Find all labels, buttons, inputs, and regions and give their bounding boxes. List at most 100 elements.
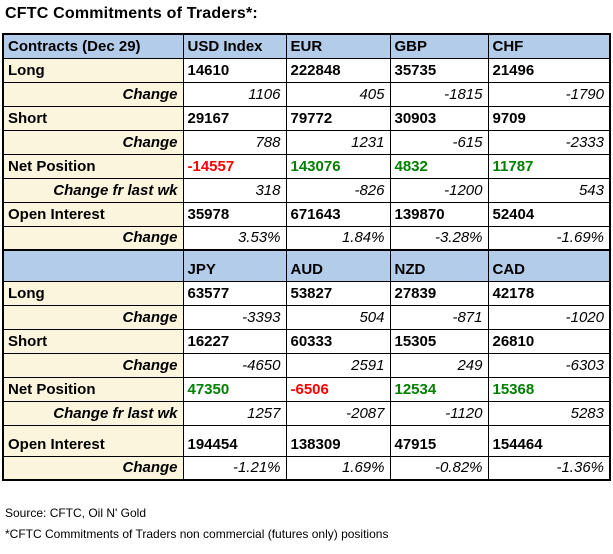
table-row: Short 16227 60333 15305 26810 <box>2 328 611 354</box>
cell-value: -1815 <box>389 81 489 107</box>
cell-value: -1120 <box>389 400 489 426</box>
table-row: Change 3.53% 1.84% -3.28% -1.69% <box>2 225 611 251</box>
cell-value: 5283 <box>487 400 611 426</box>
cell-value: 15368 <box>487 376 611 402</box>
cell-value: 1.84% <box>285 225 391 251</box>
cell-value: 788 <box>182 129 287 155</box>
cell-value: 53827 <box>285 280 391 306</box>
cell-value: 2591 <box>285 352 391 378</box>
cell-value: 12534 <box>389 376 489 402</box>
cell-value: 143076 <box>285 153 391 179</box>
table-row: Change fr last wk 1257 -2087 -1120 5283 <box>2 400 611 426</box>
cell-value: 15305 <box>389 328 489 354</box>
cell-value: 1.69% <box>285 455 391 481</box>
row-label: Change <box>2 81 184 107</box>
cell-value: 60333 <box>285 328 391 354</box>
cell-value: -2333 <box>487 129 611 155</box>
cot-table: Contracts (Dec 29) USD Index EUR GBP CHF Long… <box>2 33 611 481</box>
cell-value: 16227 <box>182 328 287 354</box>
page-title: CFTC Commitments of Traders*: <box>5 5 258 22</box>
footer: Source: CFTC, Oil N' Gold *CFTC Commitme… <box>5 503 611 545</box>
row-label: Change <box>2 352 184 378</box>
row-label: Change fr last wk <box>2 177 184 203</box>
cell-value: 27839 <box>389 280 489 306</box>
row-label: Open Interest <box>2 201 184 227</box>
cell-value: 26810 <box>487 328 611 354</box>
cell-value: -1020 <box>487 304 611 330</box>
table-row: Long 63577 53827 27839 42178 <box>2 280 611 306</box>
cell-value: 30903 <box>389 105 489 131</box>
header-row: Contracts (Dec 29) USD Index EUR GBP CHF <box>2 33 611 59</box>
cell-value: -6303 <box>487 352 611 378</box>
cell-value: -615 <box>389 129 489 155</box>
column-header: CHF <box>487 33 611 59</box>
table-row: Change -3393 504 -871 -1020 <box>2 304 611 330</box>
cell-value: 35978 <box>182 201 287 227</box>
corner-header: Contracts (Dec 29) <box>2 33 184 59</box>
cell-value: 35735 <box>389 57 489 83</box>
cell-value: 79772 <box>285 105 391 131</box>
row-label: Net Position <box>2 153 184 179</box>
cell-value: -1.36% <box>487 455 611 481</box>
row-label: Short <box>2 105 184 131</box>
column-header: CAD <box>487 249 611 282</box>
cell-value: -4650 <box>182 352 287 378</box>
definition-note: *CFTC Commitments of Traders non commerc… <box>5 527 389 541</box>
cell-value: -3393 <box>182 304 287 330</box>
row-label: Change <box>2 225 184 251</box>
cell-value: 47915 <box>389 424 489 457</box>
column-header: JPY <box>182 249 287 282</box>
cell-value: -1200 <box>389 177 489 203</box>
header-row: JPY AUD NZD CAD <box>2 249 611 282</box>
cell-value: -1.69% <box>487 225 611 251</box>
cell-value: 9709 <box>487 105 611 131</box>
row-label: Change <box>2 455 184 481</box>
source-note: Source: CFTC, Oil N' Gold <box>5 506 146 520</box>
table-row: Open Interest 35978 671643 139870 52404 <box>2 201 611 227</box>
cell-value: -2087 <box>285 400 391 426</box>
row-label: Long <box>2 57 184 83</box>
cell-value: 3.53% <box>182 225 287 251</box>
cell-value: 47350 <box>182 376 287 402</box>
cell-value: -0.82% <box>389 455 489 481</box>
table-row: Open Interest 194454 138309 47915 154464 <box>2 424 611 457</box>
table-row: Change fr last wk 318 -826 -1200 543 <box>2 177 611 203</box>
corner-header <box>2 249 184 282</box>
row-label: Change fr last wk <box>2 400 184 426</box>
cell-value: 1106 <box>182 81 287 107</box>
cell-value: -1790 <box>487 81 611 107</box>
cell-value: 14610 <box>182 57 287 83</box>
column-header: AUD <box>285 249 391 282</box>
cell-value: 504 <box>285 304 391 330</box>
table-row: Change 788 1231 -615 -2333 <box>2 129 611 155</box>
cell-value: 154464 <box>487 424 611 457</box>
row-label: Open Interest <box>2 424 184 457</box>
row-label: Net Position <box>2 376 184 402</box>
table-row: Short 29167 79772 30903 9709 <box>2 105 611 131</box>
table-row: Change 1106 405 -1815 -1790 <box>2 81 611 107</box>
table-row: Net Position 47350 -6506 12534 15368 <box>2 376 611 402</box>
row-label: Change <box>2 129 184 155</box>
cell-value: -1.21% <box>182 455 287 481</box>
cell-value: 52404 <box>487 201 611 227</box>
column-header: USD Index <box>182 33 287 59</box>
cell-value: 1257 <box>182 400 287 426</box>
row-label: Short <box>2 328 184 354</box>
cell-value: 29167 <box>182 105 287 131</box>
cell-value: 405 <box>285 81 391 107</box>
column-header: GBP <box>389 33 489 59</box>
cell-value: 4832 <box>389 153 489 179</box>
cell-value: 194454 <box>182 424 287 457</box>
cell-value: 63577 <box>182 280 287 306</box>
table-row: Change -1.21% 1.69% -0.82% -1.36% <box>2 455 611 481</box>
cell-value: -826 <box>285 177 391 203</box>
cell-value: 1231 <box>285 129 391 155</box>
table-row: Long 14610 222848 35735 21496 <box>2 57 611 83</box>
cell-value: 318 <box>182 177 287 203</box>
cell-value: -6506 <box>285 376 391 402</box>
column-header: NZD <box>389 249 489 282</box>
cell-value: 222848 <box>285 57 391 83</box>
cell-value: -871 <box>389 304 489 330</box>
cell-value: 139870 <box>389 201 489 227</box>
column-header: EUR <box>285 33 391 59</box>
